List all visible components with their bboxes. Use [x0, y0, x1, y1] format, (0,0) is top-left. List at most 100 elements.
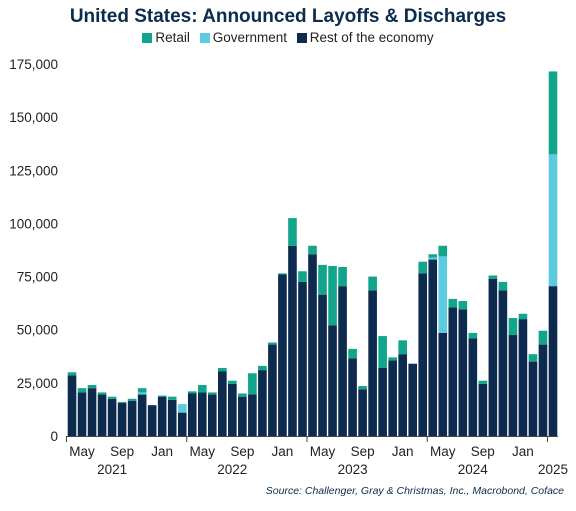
legend-item-retail: Retail [142, 30, 190, 45]
x-tick-label: Jan [512, 444, 534, 459]
bar-rest-of-the-economy [77, 392, 87, 436]
bar-retail [117, 401, 127, 404]
bar-retail [318, 264, 327, 295]
y-tick-label: 175,000 [9, 57, 58, 72]
legend-swatch-retail [142, 33, 153, 43]
bar-retail [348, 348, 357, 359]
bar-rest-of-the-economy [398, 354, 407, 436]
bar-retail [378, 336, 387, 368]
legend: Retail Government Rest of the economy [0, 30, 576, 45]
bar-rest-of-the-economy [478, 383, 488, 436]
y-tick-label: 75,000 [17, 270, 58, 285]
bar-rest-of-the-economy [278, 274, 287, 436]
x-tick-label: Sep [351, 444, 375, 459]
x-tick-label: May [310, 444, 336, 459]
bar-retail [338, 267, 347, 287]
bar-retail [368, 276, 377, 291]
bar-retail [328, 265, 337, 326]
x-year-label: 2022 [217, 462, 247, 477]
x-tick-label: Jan [272, 444, 294, 459]
bar-retail [358, 386, 367, 390]
bar-rest-of-the-economy [157, 396, 167, 436]
bar-rest-of-the-economy [137, 394, 147, 436]
bar-retail [67, 372, 77, 376]
bar-retail [428, 254, 438, 258]
bar-rest-of-the-economy [538, 344, 548, 436]
bar-rest-of-the-economy [388, 360, 397, 436]
x-tick-label: Jan [151, 444, 173, 459]
bar-retail [478, 380, 488, 384]
bar-rest-of-the-economy [488, 278, 498, 436]
x-tick-label: Sep [471, 444, 495, 459]
bar-rest-of-the-economy [318, 294, 327, 436]
y-tick-label: 100,000 [9, 216, 58, 231]
y-tick-label: 0 [50, 429, 58, 444]
bar-rest-of-the-economy [548, 286, 558, 436]
bar-rest-of-the-economy [97, 394, 107, 436]
legend-swatch-rest [296, 33, 307, 43]
bar-retail [127, 398, 137, 401]
bar-rest-of-the-economy [107, 398, 117, 436]
bar-rest-of-the-economy [328, 325, 337, 436]
bar-rest-of-the-economy [87, 388, 97, 436]
bar-rest-of-the-economy [298, 281, 307, 436]
bar-rest-of-the-economy [147, 405, 157, 436]
bar-retail [258, 365, 267, 371]
x-year-label: 2023 [338, 462, 368, 477]
bar-rest-of-the-economy [508, 335, 518, 436]
bar-retail [248, 373, 257, 395]
bar-retail [498, 281, 508, 291]
bar-retail [278, 273, 287, 275]
legend-item-rest: Rest of the economy [296, 30, 434, 45]
bar-retail [137, 388, 147, 393]
bar-rest-of-the-economy [418, 273, 428, 436]
bar-rest-of-the-economy [187, 393, 197, 436]
x-year-label: 2021 [97, 462, 127, 477]
chart-title: United States: Announced Layoffs & Disch… [69, 6, 507, 27]
bars-group [67, 71, 558, 436]
bar-rest-of-the-economy [167, 399, 177, 436]
bar-retail [288, 218, 297, 246]
bar-rest-of-the-economy [378, 367, 387, 436]
bar-rest-of-the-economy [408, 363, 418, 436]
bar-rest-of-the-economy [368, 290, 377, 436]
bar-retail [418, 261, 428, 274]
bar-retail [228, 380, 237, 384]
bar-rest-of-the-economy [428, 259, 438, 436]
bar-retail [167, 396, 177, 400]
bar-government [137, 392, 147, 395]
bar-rest-of-the-economy [338, 286, 347, 436]
bar-retail [388, 357, 397, 361]
bar-rest-of-the-economy [348, 358, 357, 436]
bar-government [548, 154, 558, 287]
legend-label-government: Government [212, 30, 287, 45]
bar-retail [548, 71, 558, 155]
bar-rest-of-the-economy [528, 361, 538, 436]
bar-rest-of-the-economy [258, 370, 267, 436]
bar-retail [488, 275, 498, 279]
bar-rest-of-the-economy [518, 319, 528, 436]
bar-rest-of-the-economy [448, 307, 458, 436]
bar-retail [197, 384, 207, 393]
bar-rest-of-the-economy [127, 400, 137, 436]
bar-retail [107, 396, 117, 399]
bar-retail [518, 313, 528, 320]
bar-rest-of-the-economy [238, 396, 247, 436]
bar-government [177, 404, 187, 413]
y-tick-label: 150,000 [9, 110, 58, 125]
bar-rest-of-the-economy [207, 394, 217, 436]
legend-item-government: Government [199, 30, 287, 45]
x-year-label: 2024 [458, 462, 489, 477]
bar-government [428, 257, 438, 260]
bar-rest-of-the-economy [67, 375, 77, 436]
bar-retail [157, 395, 167, 397]
bar-rest-of-the-economy [218, 371, 227, 436]
y-tick-label: 50,000 [17, 323, 58, 338]
bar-rest-of-the-economy [197, 392, 207, 436]
x-tick-label: Sep [230, 444, 254, 459]
bar-retail [207, 392, 217, 395]
bar-government [438, 256, 448, 333]
bar-retail [187, 391, 197, 394]
bar-retail [538, 330, 548, 345]
